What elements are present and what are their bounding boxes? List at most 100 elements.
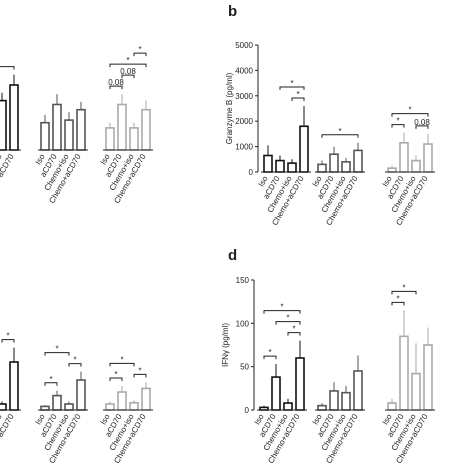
bar (64, 119, 74, 151)
bar (299, 125, 309, 173)
x-tick-label: Chemo+aCD70 (0, 152, 16, 205)
bar (317, 163, 327, 173)
bar (0, 99, 7, 151)
bar (40, 405, 50, 411)
significance-bracket (287, 332, 301, 336)
significance-label: * (286, 314, 289, 323)
significance-bracket (109, 362, 135, 367)
significance-label: 0.08 (414, 118, 430, 127)
bar (64, 403, 74, 411)
significance-bracket (1, 339, 15, 343)
bar (329, 153, 339, 173)
bar (317, 404, 327, 411)
significance-bracket (391, 290, 417, 295)
y-tick-label: 4000 (235, 66, 253, 75)
bar (295, 357, 305, 411)
bar (387, 167, 397, 173)
significance-bracket (263, 355, 277, 360)
bar (105, 127, 115, 151)
significance-bracket (391, 124, 405, 128)
bar (423, 344, 433, 411)
bar (283, 402, 293, 411)
significance-bracket (391, 113, 429, 117)
y-tick-label: 0 (249, 168, 254, 177)
bar (141, 108, 151, 151)
y-tick-label: 3000 (235, 92, 253, 101)
panel-label: d (228, 247, 237, 264)
y-tick-label: 2000 (235, 117, 253, 126)
bar (76, 108, 86, 151)
significance-label: * (280, 303, 283, 312)
significance-label: * (114, 370, 117, 379)
bar (275, 159, 285, 173)
bar (76, 379, 86, 411)
bar (341, 391, 351, 411)
bar (129, 401, 139, 411)
panel-label: b (228, 3, 237, 20)
significance-label: * (49, 375, 52, 384)
bar (0, 403, 7, 411)
bar (387, 402, 397, 411)
bar (117, 391, 127, 411)
bar (141, 387, 151, 411)
significance-bracket (391, 301, 405, 306)
significance-bracket (109, 85, 123, 90)
significance-bracket (133, 373, 147, 378)
significance-label: * (268, 348, 271, 357)
y-tick-label: 5000 (235, 41, 253, 50)
bar (263, 154, 273, 173)
significance-bracket (279, 86, 305, 90)
significance-label: * (296, 90, 299, 99)
significance-label: 0.08 (108, 78, 124, 87)
significance-label: * (396, 294, 399, 303)
bar (287, 162, 297, 173)
bar (329, 390, 339, 411)
significance-label: * (402, 283, 405, 292)
significance-label: * (290, 79, 293, 88)
significance-label: * (120, 355, 123, 364)
y-tick-label: 0 (245, 406, 250, 415)
bar (411, 159, 421, 173)
significance-bracket (275, 321, 301, 325)
significance-label: * (73, 356, 76, 365)
significance-label: * (396, 117, 399, 126)
significance-bracket (263, 310, 301, 314)
significance-label: * (408, 106, 411, 115)
significance-bracket (415, 125, 429, 129)
bar (129, 127, 139, 151)
y-tick-label: 150 (236, 276, 250, 285)
bar (9, 84, 19, 151)
bar (105, 403, 115, 411)
significance-label: 0.08 (120, 67, 136, 76)
bar (117, 103, 127, 151)
significance-bracket (44, 352, 70, 356)
bar (341, 161, 351, 173)
significance-bracket (291, 97, 305, 101)
y-axis-label: Granzyme B (pg/ml) (225, 72, 234, 144)
significance-bracket (68, 363, 82, 367)
bar (399, 335, 409, 411)
significance-label: * (338, 127, 341, 136)
bar (271, 376, 281, 411)
y-tick-label: 1000 (235, 143, 253, 152)
significance-bracket (109, 377, 123, 381)
bar (52, 103, 62, 151)
bar (40, 121, 50, 151)
significance-bracket (0, 66, 15, 70)
bar (353, 370, 363, 411)
bar (353, 149, 363, 173)
significance-label: * (138, 366, 141, 375)
y-tick-label: 50 (240, 363, 249, 372)
y-axis-label: IFNγ (pg/ml) (221, 323, 230, 367)
significance-bracket (321, 134, 359, 138)
significance-bracket (121, 74, 135, 79)
significance-label: * (138, 45, 141, 54)
x-tick-label: Chemo+aCD70 (0, 412, 16, 465)
bar (9, 361, 19, 411)
significance-label: * (292, 325, 295, 334)
bar (399, 141, 409, 173)
significance-label: * (126, 56, 129, 65)
significance-label: * (6, 332, 9, 341)
significance-bracket (44, 382, 58, 386)
